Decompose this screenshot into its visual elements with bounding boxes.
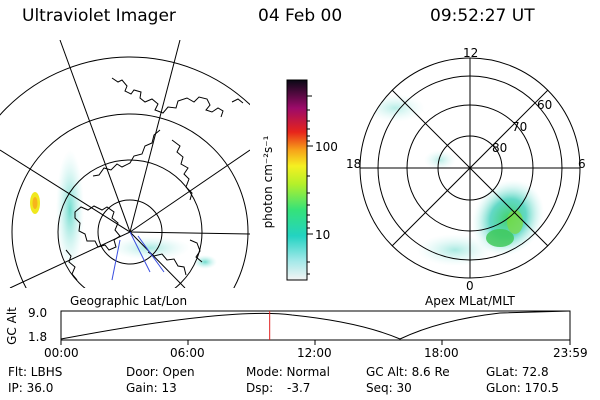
orbit-xtick-0600: 06:00 <box>170 346 205 360</box>
aurora-emission <box>56 150 84 270</box>
apex-meridian <box>391 89 549 247</box>
meridian-line <box>129 231 186 288</box>
mlt-label-6: 6 <box>578 157 586 171</box>
info-mode: Mode: Normal <box>246 365 330 379</box>
coastline <box>171 139 193 201</box>
colorbar-unit-label: photon cm⁻²s⁻¹ <box>261 135 275 229</box>
info-seq: Seq: 30 <box>366 381 412 395</box>
meridian-line <box>129 231 250 235</box>
apex-grid <box>359 57 581 279</box>
aurora-emission <box>193 255 217 269</box>
orbit-xtick-0000: 00:00 <box>44 346 79 360</box>
coastline <box>74 205 121 251</box>
orbit-ytick-1-8: 1.8 <box>28 330 48 344</box>
instrument-title: Ultraviolet Imager <box>22 6 176 26</box>
meridian-line <box>129 40 181 233</box>
info-dsp-label: Dsp: <box>246 381 274 395</box>
coastline <box>65 249 78 281</box>
meridian-line <box>0 149 131 233</box>
geographic-panel-label: Geographic Lat/Lon <box>70 294 188 308</box>
boundary-line <box>137 235 165 273</box>
bright-core <box>32 197 38 209</box>
aurora-emission <box>110 236 190 260</box>
info-glat: GLat: 72.8 <box>486 365 549 379</box>
mlt-label-0: 0 <box>466 279 474 293</box>
boundary-line <box>111 239 121 281</box>
coastline <box>92 129 161 177</box>
orbit-xtick-1800: 18:00 <box>424 346 459 360</box>
mlt-label-12: 12 <box>463 46 479 60</box>
info-dsp-value: -3.7 <box>287 381 311 395</box>
time-label: 09:52:27 UT <box>430 6 535 26</box>
info-ip: IP: 36.0 <box>8 381 54 395</box>
mlt-label-18: 18 <box>346 157 362 171</box>
orbit-altitude-curve <box>60 310 571 340</box>
colorbar <box>286 79 308 281</box>
mlat-label-80: 80 <box>492 141 508 155</box>
coastline <box>189 239 203 263</box>
info-door: Door: Open <box>126 365 195 379</box>
date-label: 04 Feb 00 <box>258 6 343 26</box>
mlat-label-70: 70 <box>512 120 528 134</box>
coastline <box>147 251 187 276</box>
orbit-xtick-1200: 12:00 <box>297 346 332 360</box>
orbit-ylabel: GC Alt <box>5 307 19 345</box>
colorbar-tick-10: 10 <box>315 228 331 242</box>
info-gain: Gain: 13 <box>126 381 177 395</box>
info-glon: GLon: 170.5 <box>486 381 559 395</box>
latitude-circle <box>57 159 203 288</box>
geographic-map <box>0 40 250 288</box>
info-gc-alt: GC Alt: 8.6 Re <box>366 365 450 379</box>
orbit-ytick-9: 9.0 <box>28 306 48 320</box>
coastline <box>111 77 224 118</box>
latitude-circle <box>0 56 250 116</box>
apex-panel-label: Apex MLat/MLT <box>425 294 515 308</box>
info-filter: Flt: LBHS <box>8 365 63 379</box>
orbit-xtick-2359: 23:59 <box>553 346 588 360</box>
mlat-label-60: 60 <box>537 98 553 112</box>
meridian-line <box>59 40 131 233</box>
latitude-circle <box>11 113 249 288</box>
coastline <box>231 98 244 104</box>
colorbar-tick-100: 100 <box>315 140 338 154</box>
boundary-line <box>129 231 151 273</box>
latitude-circle <box>97 199 163 265</box>
